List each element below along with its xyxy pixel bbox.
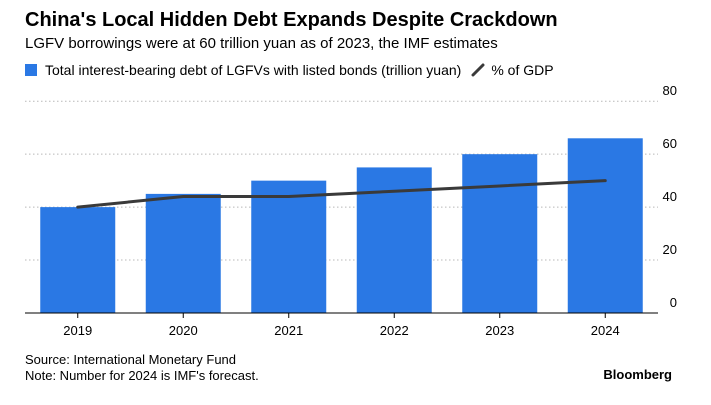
- x-tick-label: 2021: [274, 323, 303, 338]
- y-tick-label: 80: [663, 83, 677, 98]
- forecast-note: Note: Number for 2024 is IMF's forecast.: [25, 368, 259, 383]
- bloomberg-logo: Bloomberg: [603, 367, 672, 382]
- source-note: Source: International Monetary Fund: [25, 352, 237, 367]
- y-tick-label: 20: [663, 242, 677, 257]
- y-tick-label: 40: [663, 189, 677, 204]
- gdp-series-line: [76, 179, 607, 209]
- legend-swatch-bar: [25, 64, 37, 76]
- y-tick-label: 0: [670, 295, 677, 310]
- legend-label-gdp: % of GDP: [491, 62, 554, 78]
- bar: [40, 207, 116, 313]
- x-tick-label: 2019: [63, 323, 92, 338]
- x-tick-label: 2023: [485, 323, 514, 338]
- bar: [567, 138, 643, 313]
- chart-subtitle: LGFV borrowings were at 60 trillion yuan…: [25, 35, 498, 52]
- legend-label-debt: Total interest-bearing debt of LGFVs wit…: [45, 62, 462, 78]
- legend-item-debt: Total interest-bearing debt of LGFVs wit…: [25, 62, 461, 78]
- y-tick-label: 60: [663, 136, 677, 151]
- legend-swatch-line: [471, 63, 485, 77]
- bar: [145, 193, 221, 313]
- x-tick-label: 2020: [169, 323, 198, 338]
- bar: [251, 180, 327, 313]
- chart-title: China's Local Hidden Debt Expands Despit…: [25, 9, 558, 31]
- bar: [462, 154, 538, 313]
- footer-notes: Source: International Monetary Fund Note…: [25, 352, 259, 384]
- x-tick-label: 2022: [380, 323, 409, 338]
- x-tick-label: 2024: [591, 323, 620, 338]
- legend: Total interest-bearing debt of LGFVs wit…: [25, 61, 554, 79]
- legend-item-gdp: % of GDP: [461, 62, 554, 78]
